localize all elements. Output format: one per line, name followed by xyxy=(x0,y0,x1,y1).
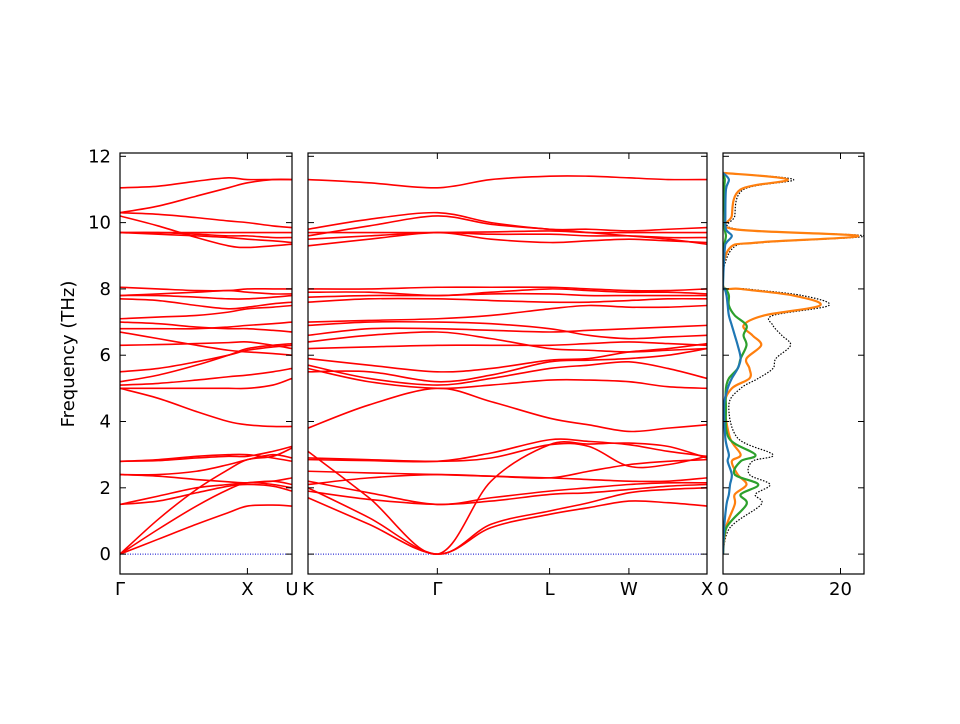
x-tick-label: 0 xyxy=(717,579,728,600)
y-tick-label: 6 xyxy=(100,345,111,366)
band-line xyxy=(308,458,707,479)
x-tick-label: X xyxy=(701,579,713,600)
band-line xyxy=(308,331,707,353)
band-line xyxy=(308,304,707,323)
band-line xyxy=(308,387,707,433)
plot-area xyxy=(308,175,707,555)
x-tick-label: W xyxy=(620,579,638,600)
band-line xyxy=(308,231,707,240)
band-line xyxy=(120,483,292,506)
y-tick-label: 0 xyxy=(100,544,111,565)
dos-line xyxy=(723,172,760,555)
band-line xyxy=(308,441,707,555)
band-line xyxy=(120,321,292,330)
band-line xyxy=(120,342,292,383)
panel-band-gamma-x-u: Γ X U 0 2 4 6 8 10 12 xyxy=(88,146,299,600)
x-tick-label: L xyxy=(545,579,555,600)
band-line xyxy=(308,367,707,390)
band-line xyxy=(308,320,707,340)
band-line xyxy=(308,341,707,350)
band-line xyxy=(120,294,292,300)
axes-frame xyxy=(307,152,708,575)
x-tick-label: Γ xyxy=(432,579,442,600)
band-line xyxy=(308,487,707,555)
dos-line xyxy=(723,171,860,555)
band-line xyxy=(120,321,292,333)
band-line xyxy=(120,341,292,350)
x-tick-label: 20 xyxy=(829,579,852,600)
band-line xyxy=(308,175,707,189)
band-line xyxy=(120,453,292,463)
band-line xyxy=(308,438,707,463)
band-line xyxy=(120,211,292,229)
band-line xyxy=(308,480,707,506)
band-line xyxy=(308,286,707,292)
band-line xyxy=(308,230,707,234)
band-line xyxy=(120,504,292,555)
x-tick-label: U xyxy=(285,579,298,600)
y-tick-label: 4 xyxy=(100,412,111,433)
y-tick-label: 8 xyxy=(100,279,111,300)
y-tick-label: 2 xyxy=(100,478,111,499)
band-line xyxy=(308,288,707,297)
band-line xyxy=(308,483,707,506)
y-tick-label: 12 xyxy=(88,146,111,167)
y-tick-label: 10 xyxy=(88,213,111,234)
band-line xyxy=(308,324,707,337)
band-line xyxy=(308,360,707,386)
dos-line xyxy=(723,172,742,555)
x-tick-label: X xyxy=(241,579,253,600)
y-axis-label: Frequency (THz) xyxy=(58,281,79,428)
band-line xyxy=(308,342,707,373)
band-line xyxy=(308,497,707,555)
band-line xyxy=(308,292,707,298)
panel-dos: 0 20 xyxy=(717,152,865,600)
band-line xyxy=(120,445,292,463)
band-line xyxy=(308,442,707,469)
band-line xyxy=(308,211,707,232)
band-line xyxy=(120,447,292,555)
band-line xyxy=(120,344,292,373)
band-line xyxy=(120,286,292,292)
band-line xyxy=(120,298,292,310)
band-line xyxy=(120,473,292,484)
band-line xyxy=(120,387,292,428)
band-line xyxy=(120,453,292,476)
plot-area xyxy=(723,171,864,555)
x-tick-label: K xyxy=(302,579,315,600)
band-line xyxy=(120,331,292,357)
axes-frame xyxy=(119,152,293,575)
band-line xyxy=(120,177,292,189)
band-line xyxy=(120,377,292,390)
band-line xyxy=(120,304,292,320)
band-line xyxy=(120,367,292,386)
band-line xyxy=(120,231,292,244)
axes-frame xyxy=(722,152,865,575)
band-line xyxy=(120,178,292,214)
band-line xyxy=(120,481,292,555)
x-tick-label: Γ xyxy=(115,579,125,600)
band-line xyxy=(308,297,707,304)
band-line xyxy=(120,215,292,249)
band-line xyxy=(308,347,707,383)
band-line xyxy=(308,231,707,247)
plot-area xyxy=(120,177,292,555)
